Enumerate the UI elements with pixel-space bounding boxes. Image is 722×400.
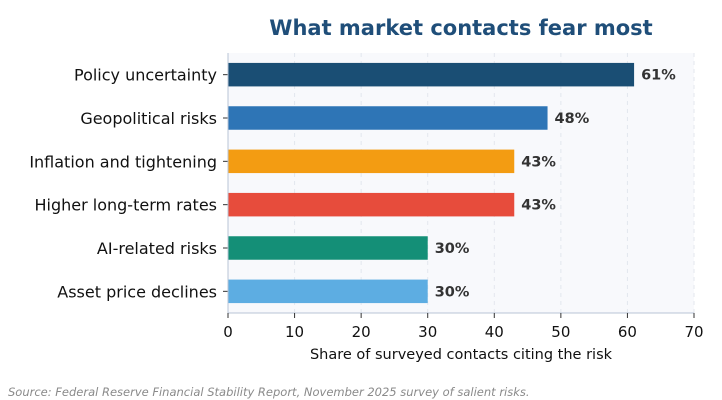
category-label: Higher long-term rates — [34, 196, 217, 215]
category-label: AI-related risks — [97, 239, 217, 258]
value-label: 30% — [435, 241, 470, 257]
bar — [228, 62, 635, 87]
bars — [228, 62, 635, 304]
category-label: Geopolitical risks — [80, 109, 217, 128]
category-label: Inflation and tightening — [29, 152, 217, 171]
grid-lines — [294, 53, 695, 313]
bar — [228, 192, 515, 217]
x-tick-label: 70 — [684, 323, 703, 341]
value-labels: 61% 48% 43% 43% 30% 30% — [435, 68, 677, 301]
value-label: 48% — [555, 111, 590, 127]
value-label: 30% — [435, 284, 470, 300]
value-label: 61% — [641, 68, 676, 84]
x-tick-label: 0 — [223, 323, 233, 341]
bar — [228, 149, 515, 174]
x-tick-label: 40 — [485, 323, 504, 341]
plot-area — [228, 53, 694, 313]
x-axis-title: Share of surveyed contacts citing the ri… — [310, 347, 613, 363]
value-label: 43% — [521, 154, 556, 170]
source-note: Source: Federal Reserve Financial Stabil… — [8, 385, 530, 399]
category-label: Policy uncertainty — [74, 66, 217, 85]
bar — [228, 279, 428, 304]
x-tick-label: 60 — [618, 323, 637, 341]
chart-title: What market contacts fear most — [269, 16, 652, 40]
x-tick-label: 30 — [418, 323, 437, 341]
x-tick-label: 20 — [352, 323, 371, 341]
bar — [228, 236, 428, 260]
category-label: Asset price declines — [57, 282, 217, 301]
category-labels: Policy uncertainty Geopolitical risks Infl… — [29, 66, 228, 301]
x-tick-label: 10 — [285, 323, 304, 341]
bar — [228, 106, 548, 130]
value-label: 43% — [521, 198, 556, 214]
x-axis-ticks: 0 10 20 30 40 50 60 70 — [223, 313, 704, 341]
x-tick-label: 50 — [551, 323, 570, 341]
